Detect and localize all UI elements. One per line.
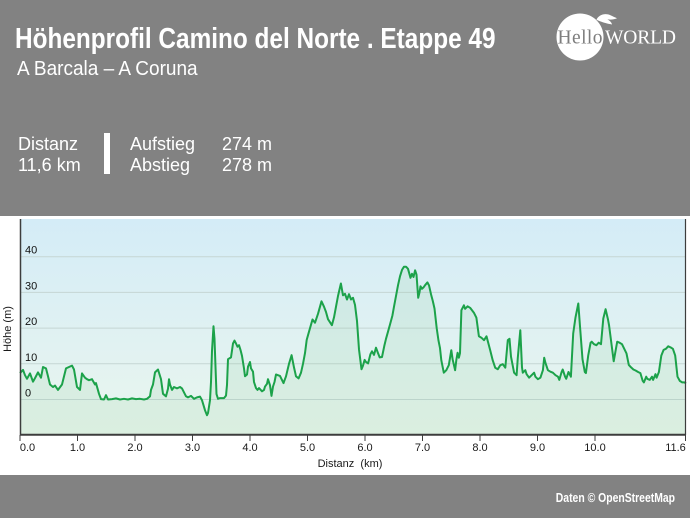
svg-text:5.0: 5.0 <box>300 442 315 454</box>
svg-text:1.0: 1.0 <box>70 442 85 454</box>
svg-text:11.6: 11.6 <box>665 442 686 454</box>
svg-text:0.0: 0.0 <box>20 442 35 454</box>
svg-text:Hello: Hello <box>558 28 603 49</box>
svg-text:4.0: 4.0 <box>242 442 257 454</box>
svg-text:40: 40 <box>25 245 37 257</box>
svg-text:9.0: 9.0 <box>530 442 545 454</box>
svg-text:30: 30 <box>25 280 37 292</box>
svg-text:3.0: 3.0 <box>185 442 200 454</box>
svg-text:Distanz (km): Distanz (km) <box>318 458 383 470</box>
svg-text:0: 0 <box>25 388 31 400</box>
svg-text:8.0: 8.0 <box>472 442 487 454</box>
svg-text:6.0: 6.0 <box>357 442 372 454</box>
svg-text:2.0: 2.0 <box>127 442 142 454</box>
svg-text:10: 10 <box>25 352 37 364</box>
svg-text:WORLD: WORLD <box>605 28 676 49</box>
svg-text:7.0: 7.0 <box>415 442 430 454</box>
svg-text:10.0: 10.0 <box>584 442 605 454</box>
svg-text:20: 20 <box>25 316 37 328</box>
svg-text:Höhe (m): Höhe (m) <box>2 306 14 352</box>
